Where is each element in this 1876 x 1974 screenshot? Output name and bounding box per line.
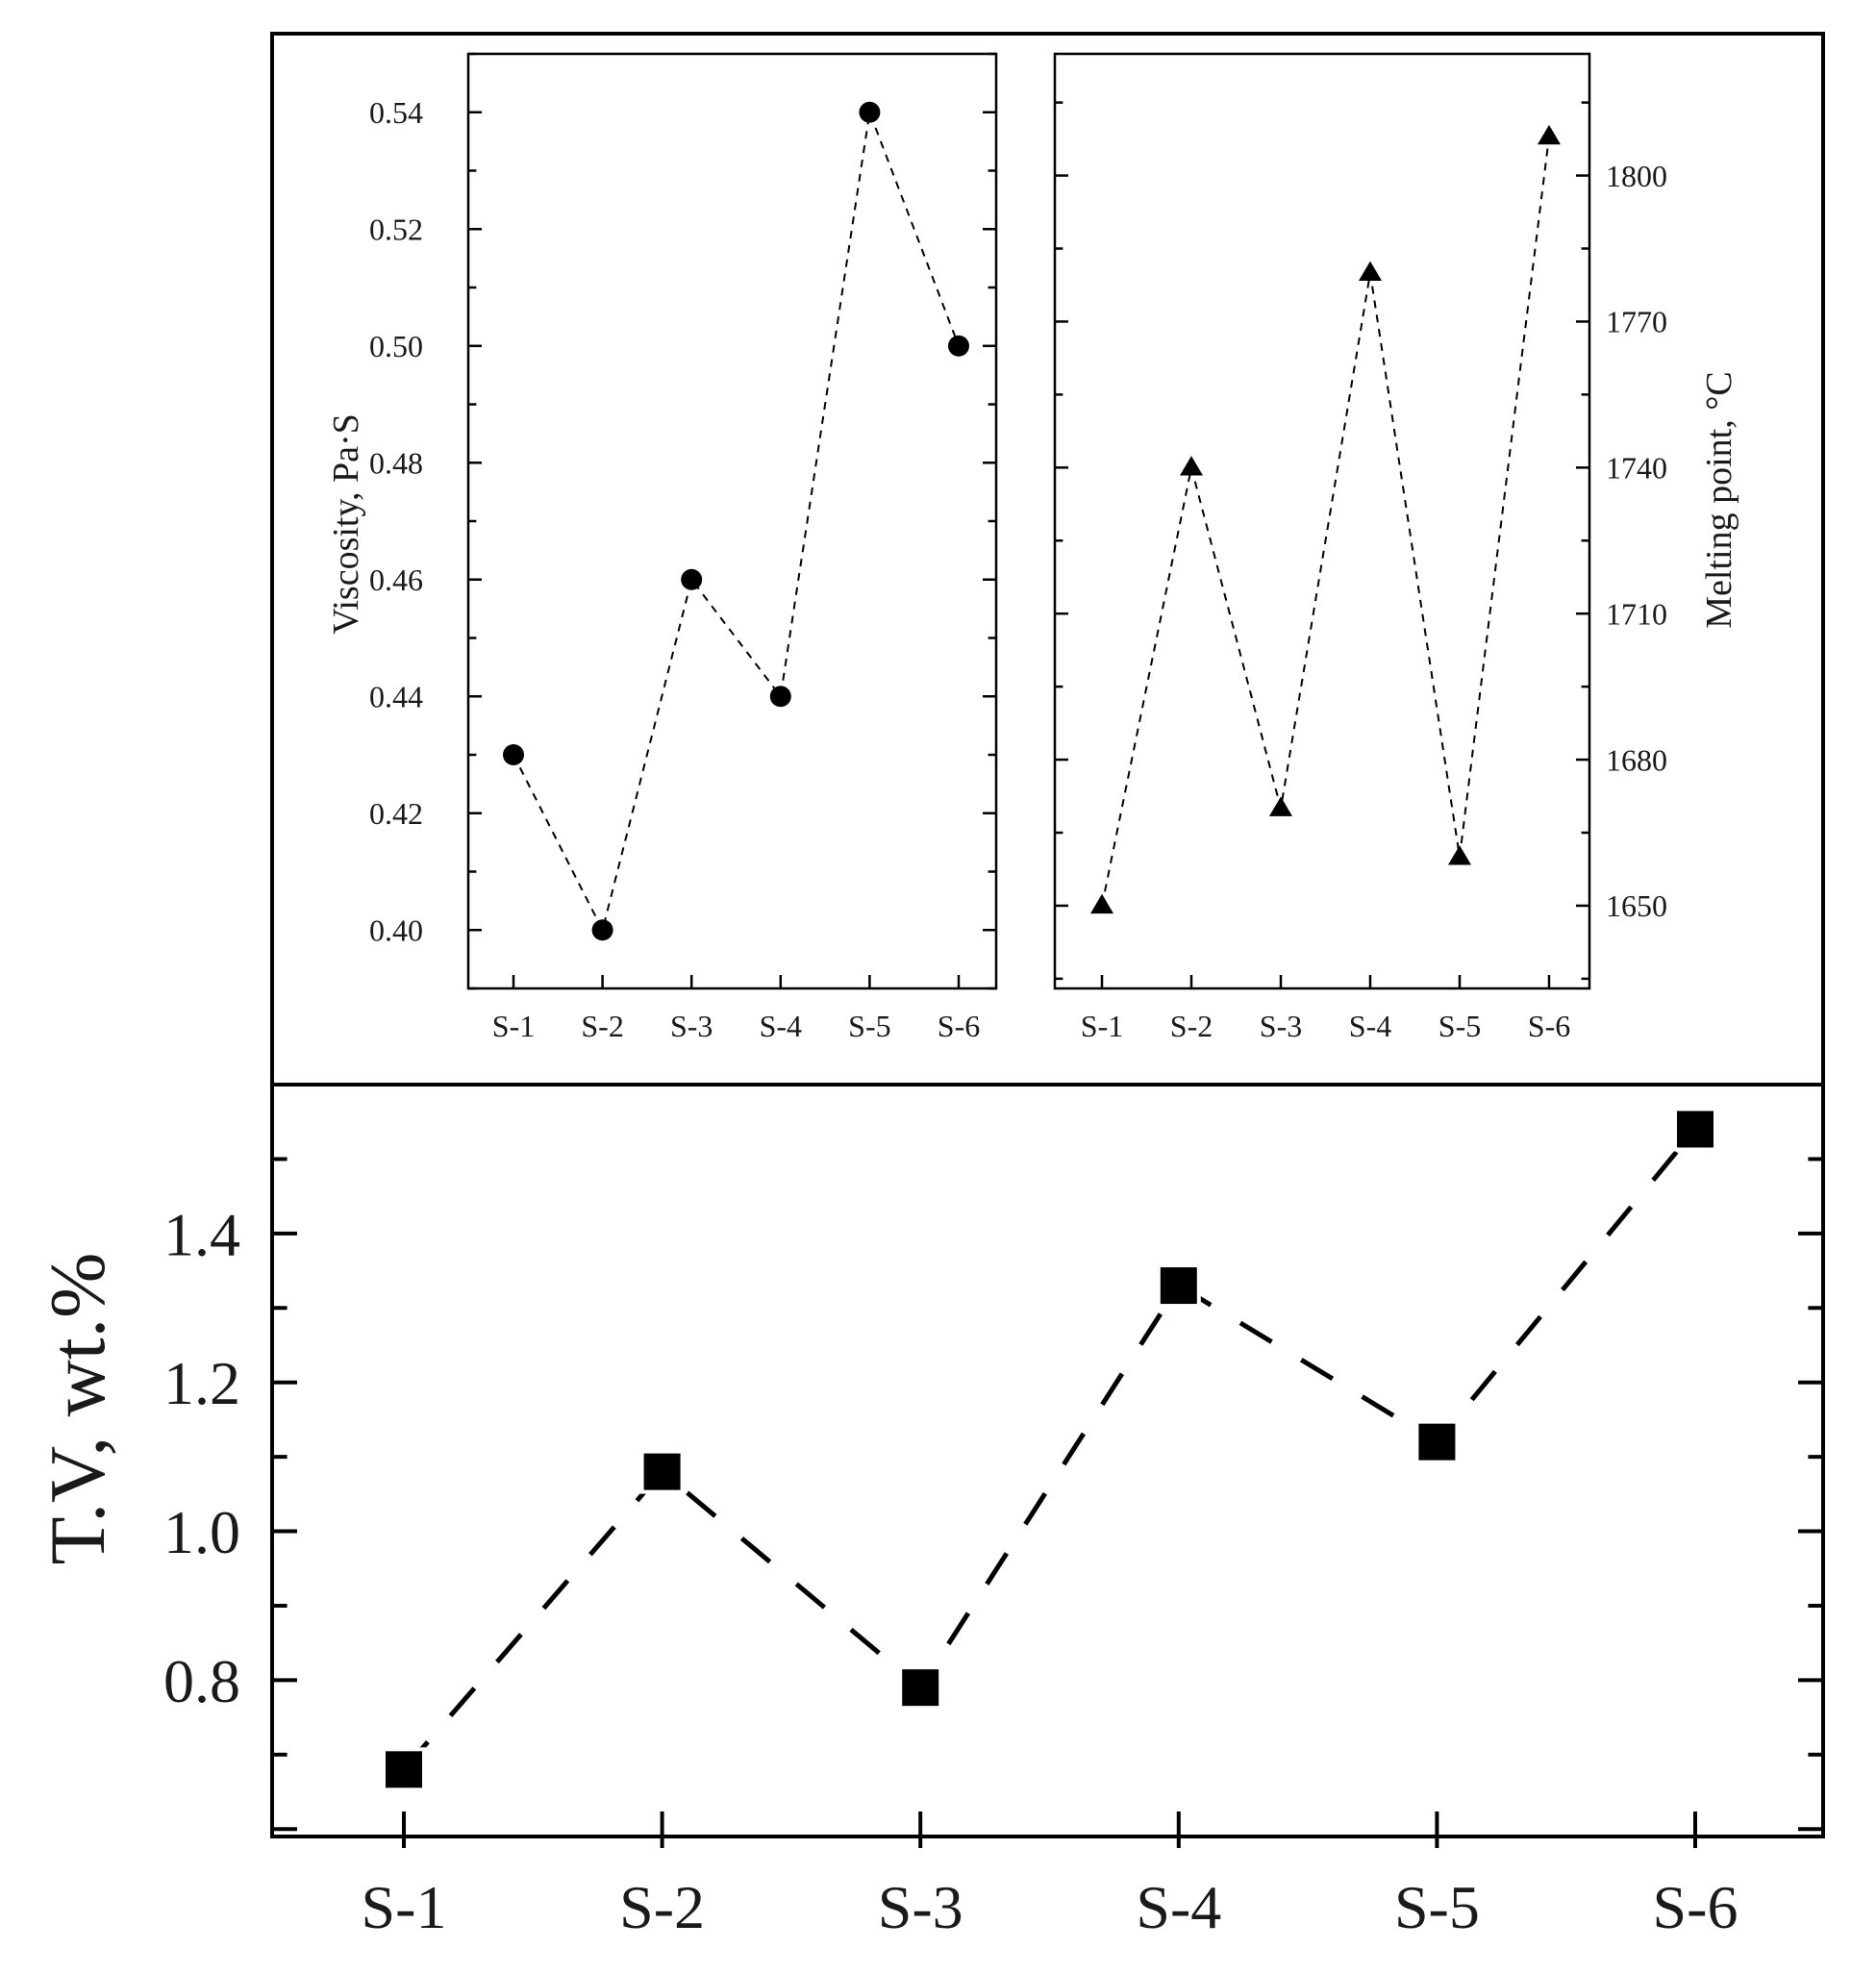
- y-tick-label: 1800: [1606, 159, 1667, 193]
- melting-y-axis-label: Melting point, °C: [1699, 371, 1739, 628]
- x-tick-label: S-1: [492, 1009, 535, 1043]
- x-tick-label: S-6: [1653, 1873, 1738, 1941]
- x-tick-label: S-3: [670, 1009, 713, 1043]
- viscosity-y-axis-label: Viscosity, Pa·S: [326, 413, 366, 635]
- tv-y-axis-label: T.V, wt.%: [34, 1253, 121, 1565]
- tv-x-tick-labels: S-1 S-2 S-3 S-4 S-5 S-6: [362, 1873, 1738, 1941]
- viscosity-axis-ticks: [468, 52, 996, 990]
- triangle-marker: [1538, 124, 1561, 145]
- x-tick-label: S-5: [848, 1009, 890, 1043]
- series-line: [402, 1127, 1697, 1771]
- main-plot-frame: [270, 32, 1825, 1838]
- x-tick-label: S-6: [1528, 1009, 1570, 1043]
- tv-y-tick-labels: 0.8 1.0 1.2 1.4: [163, 1200, 240, 1715]
- circle-marker: [859, 101, 881, 123]
- circle-marker: [591, 919, 613, 941]
- series-line: [513, 108, 960, 934]
- square-marker: [1418, 1423, 1456, 1461]
- y-tick-label: 1.4: [163, 1200, 240, 1268]
- y-tick-label: 1680: [1606, 742, 1667, 777]
- x-tick-label: S-4: [1349, 1009, 1391, 1043]
- square-marker: [1160, 1267, 1197, 1305]
- y-tick-label: 0.50: [369, 329, 423, 363]
- y-tick-label: 0.54: [369, 95, 423, 130]
- y-tick-label: 1.0: [163, 1498, 240, 1566]
- circle-marker: [681, 568, 703, 590]
- melting-series: [1090, 124, 1561, 914]
- y-tick-label: 1740: [1606, 451, 1667, 486]
- x-tick-label: S-2: [1170, 1009, 1213, 1043]
- series-line: [1101, 136, 1550, 907]
- x-tick-label: S-2: [619, 1873, 705, 1941]
- y-tick-label: 0.42: [369, 796, 423, 831]
- circle-marker: [503, 744, 524, 765]
- y-tick-label: 0.48: [369, 445, 423, 480]
- viscosity-series: [503, 101, 969, 941]
- circle-marker: [769, 686, 791, 708]
- x-tick-label: S-6: [938, 1009, 980, 1043]
- triangle-marker: [1448, 845, 1471, 865]
- viscosity-y-tick-labels: 0.40 0.42 0.44 0.46 0.48 0.50 0.52 0.54: [369, 95, 423, 948]
- square-marker: [643, 1453, 681, 1490]
- y-tick-label: 1.2: [163, 1349, 240, 1417]
- x-tick-label: S-3: [1260, 1009, 1302, 1043]
- y-tick-label: 0.44: [369, 679, 423, 713]
- x-tick-label: S-4: [1136, 1873, 1221, 1941]
- y-tick-label: 0.40: [369, 912, 423, 947]
- x-tick-label: S-1: [1081, 1009, 1123, 1043]
- y-tick-label: 0.52: [369, 212, 423, 246]
- tv-axis-ticks: [272, 1083, 1823, 1848]
- viscosity-x-tick-labels: S-1 S-2 S-3 S-4 S-5 S-6: [492, 1009, 980, 1043]
- square-marker: [386, 1751, 422, 1788]
- square-marker: [902, 1669, 939, 1707]
- melting-y-tick-labels: 1650 1680 1710 1740 1770 1800: [1606, 159, 1667, 923]
- triangle-marker: [1180, 456, 1203, 476]
- x-tick-label: S-4: [760, 1009, 802, 1043]
- y-tick-label: 0.8: [163, 1647, 240, 1715]
- triangle-marker: [1090, 893, 1113, 914]
- y-tick-label: 1650: [1606, 888, 1667, 923]
- y-tick-label: 1770: [1606, 305, 1667, 339]
- x-tick-label: S-5: [1438, 1009, 1481, 1043]
- x-tick-label: S-5: [1394, 1873, 1480, 1941]
- circle-marker: [948, 335, 969, 357]
- square-marker: [1677, 1111, 1713, 1148]
- melting-plot-frame: [1053, 52, 1591, 990]
- x-tick-label: S-3: [878, 1873, 963, 1941]
- melting-axis-ticks: [1055, 101, 1589, 988]
- x-tick-label: S-1: [362, 1873, 447, 1941]
- tv-series: [382, 1107, 1717, 1792]
- x-tick-label: S-2: [581, 1009, 623, 1043]
- triangle-marker: [1269, 796, 1292, 816]
- triangle-marker: [1359, 261, 1382, 281]
- y-tick-label: 1710: [1606, 596, 1667, 631]
- melting-x-tick-labels: S-1 S-2 S-3 S-4 S-5 S-6: [1081, 1009, 1570, 1043]
- y-tick-label: 0.46: [369, 562, 423, 597]
